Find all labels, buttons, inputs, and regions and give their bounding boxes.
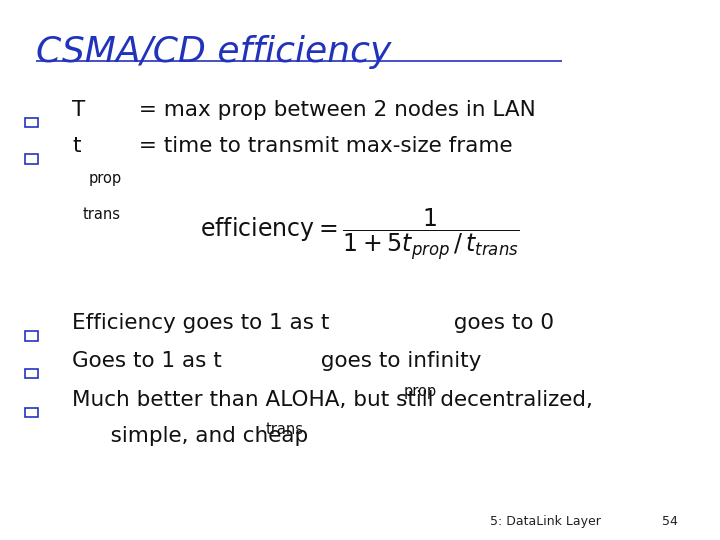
Text: trans: trans bbox=[265, 422, 303, 437]
Text: $\mathrm{efficiency} = \dfrac{1}{1 + 5t_{prop}\,/\,t_{trans}}$: $\mathrm{efficiency} = \dfrac{1}{1 + 5t_… bbox=[200, 207, 520, 263]
Bar bbox=[25, 408, 38, 417]
Text: goes to 0: goes to 0 bbox=[447, 313, 554, 333]
Text: CSMA/CD efficiency: CSMA/CD efficiency bbox=[36, 35, 392, 69]
Text: t: t bbox=[72, 136, 81, 156]
Text: 5: DataLink Layer: 5: DataLink Layer bbox=[490, 515, 600, 528]
Text: T: T bbox=[72, 100, 85, 120]
Bar bbox=[25, 369, 38, 379]
Text: 54: 54 bbox=[662, 515, 678, 528]
Text: prop: prop bbox=[404, 384, 437, 400]
Text: Efficiency goes to 1 as t: Efficiency goes to 1 as t bbox=[72, 313, 329, 333]
Text: goes to infinity: goes to infinity bbox=[314, 351, 482, 371]
Text: prop: prop bbox=[89, 171, 122, 186]
Bar bbox=[25, 332, 38, 341]
Text: Much better than ALOHA, but still decentralized,: Much better than ALOHA, but still decent… bbox=[72, 390, 593, 410]
Text: trans: trans bbox=[83, 207, 121, 222]
Bar bbox=[25, 154, 38, 164]
Text: simple, and cheap: simple, and cheap bbox=[90, 426, 308, 446]
Text: = max prop between 2 nodes in LAN: = max prop between 2 nodes in LAN bbox=[132, 100, 536, 120]
Text: Goes to 1 as t: Goes to 1 as t bbox=[72, 351, 222, 371]
Bar bbox=[25, 118, 38, 127]
Text: = time to transmit max-size frame: = time to transmit max-size frame bbox=[132, 136, 513, 156]
